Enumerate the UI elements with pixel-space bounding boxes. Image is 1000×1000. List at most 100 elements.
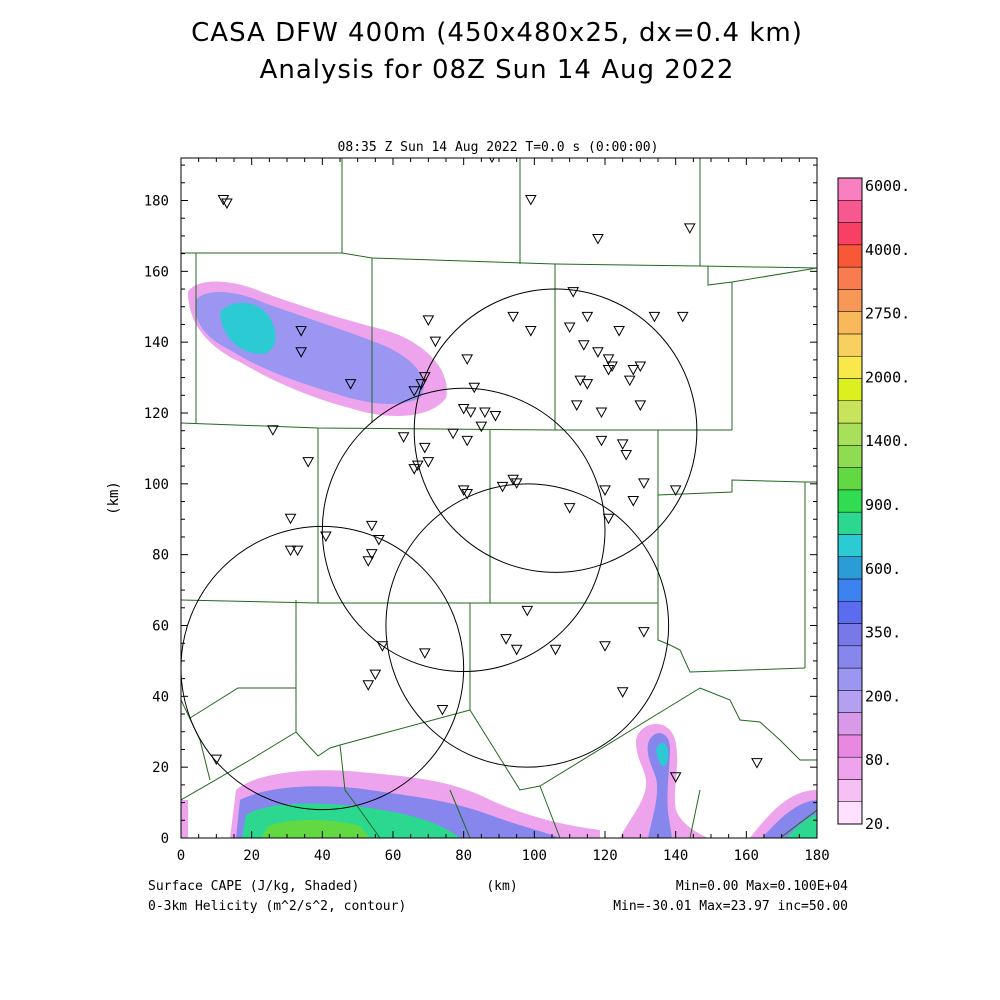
- station-marker: [221, 198, 233, 210]
- station-marker: [210, 754, 223, 766]
- colorbar-swatch: [837, 333, 863, 357]
- station-marker: [524, 326, 537, 337]
- cape-band-south-max: [262, 820, 370, 838]
- station-marker: [507, 311, 519, 323]
- cape-plume-southeast-max: [656, 743, 669, 767]
- colorbar-swatch: [837, 556, 863, 580]
- colorbar-swatch: [837, 712, 863, 736]
- station-marker: [634, 400, 647, 411]
- colorbar-swatch: [837, 645, 863, 669]
- footer-left-line2: 0-3km Helicity (m^2/s^2, contour): [148, 899, 406, 914]
- colorbar-swatch: [837, 667, 863, 691]
- station-marker: [418, 648, 431, 659]
- colorbar-swatch: [837, 289, 863, 312]
- station-marker: [602, 354, 615, 365]
- title-line1: CASA DFW 400m (450x480x25, dx=0.4 km): [191, 18, 803, 48]
- station-marker: [457, 485, 470, 496]
- station-marker: [284, 513, 297, 525]
- station-marker: [464, 407, 477, 419]
- colorbar-swatch: [837, 222, 863, 246]
- station-marker: [397, 432, 410, 443]
- station-marker: [365, 520, 378, 532]
- cape-edge-west: [181, 800, 188, 838]
- station-marker: [616, 687, 629, 698]
- station-marker: [751, 758, 763, 769]
- station-marker: [567, 287, 580, 298]
- station-marker: [592, 347, 604, 358]
- footer-right-line1: Min=0.00 Max=0.100E+04: [676, 879, 848, 894]
- station-marker: [496, 481, 509, 493]
- colorbar-frame: [837, 177, 863, 825]
- station-marker: [606, 361, 618, 372]
- colorbar-swatch: [837, 534, 863, 557]
- plot-frame: [180, 157, 818, 839]
- station-marker: [616, 439, 629, 450]
- colorbar-swatch: [837, 244, 863, 268]
- x-tick-label: 140: [663, 848, 688, 864]
- colorbar-label: 600.: [865, 560, 901, 578]
- station-marker: [461, 354, 474, 365]
- colorbar-swatch: [837, 355, 863, 379]
- station-marker: [669, 485, 682, 496]
- x-tick-label: 40: [314, 848, 331, 864]
- colorbar-label: 4000.: [865, 241, 910, 259]
- colorbar-label: 20.: [865, 815, 892, 833]
- station-marker: [634, 361, 647, 372]
- title-line2: Analysis for 08Z Sun 14 Aug 2022: [260, 55, 735, 85]
- plot-subtitle: 08:35 Z Sun 14 Aug 2022 T=0.0 s (0:00:00…: [338, 140, 659, 155]
- colorbar-swatch: [837, 779, 863, 802]
- colorbar-swatch: [837, 200, 863, 223]
- station-marker: [510, 644, 523, 656]
- y-tick-label: 60: [152, 619, 169, 635]
- station-marker: [638, 627, 650, 638]
- y-tick-label: 0: [161, 831, 169, 847]
- station-marker: [570, 400, 583, 411]
- y-tick-label: 40: [152, 689, 169, 705]
- colorbar-label: 1400.: [865, 432, 910, 450]
- station-marker: [217, 195, 230, 206]
- colorbar-label: 350.: [865, 624, 901, 642]
- colorbar-label: 6000.: [865, 177, 910, 195]
- colorbar-swatch: [837, 467, 863, 491]
- station-marker: [422, 457, 435, 468]
- cape-blob-northwest-max: [220, 302, 276, 354]
- station-marker: [284, 545, 297, 557]
- station-marker: [461, 435, 474, 447]
- station-marker: [510, 478, 523, 489]
- x-tick-label: 80: [455, 848, 472, 864]
- station-marker: [302, 457, 315, 468]
- y-tick-label: 20: [152, 760, 169, 776]
- county-boundaries: [181, 158, 817, 838]
- colorbar-swatch: [837, 266, 863, 290]
- y-tick-label: 120: [144, 406, 169, 422]
- station-marker: [344, 379, 357, 390]
- station-marker: [623, 375, 636, 387]
- x-tick-label: 100: [522, 848, 547, 864]
- station-marker: [581, 311, 594, 323]
- station-marker: [418, 442, 431, 454]
- colorbar-label: 900.: [865, 496, 901, 514]
- station-marker: [577, 340, 590, 351]
- colorbar-swatch: [837, 690, 863, 713]
- station-marker: [563, 503, 576, 514]
- station-marker: [599, 485, 611, 496]
- station-marker: [683, 223, 696, 234]
- station-marker: [295, 347, 307, 358]
- colorbar-swatch: [837, 378, 863, 402]
- station-marker: [524, 195, 537, 206]
- station-marker: [362, 680, 375, 691]
- station-marker: [595, 407, 608, 419]
- station-markers: [210, 158, 763, 783]
- station-marker: [669, 772, 682, 783]
- station-marker: [408, 386, 421, 397]
- station-marker: [613, 326, 625, 337]
- station-marker: [581, 379, 594, 390]
- station-marker: [599, 641, 611, 652]
- y-tick-label: 160: [144, 264, 169, 280]
- station-marker: [475, 421, 488, 433]
- station-marker: [376, 641, 389, 652]
- station-marker: [295, 326, 307, 337]
- x-tick-label: 160: [734, 848, 759, 864]
- station-marker: [461, 488, 474, 500]
